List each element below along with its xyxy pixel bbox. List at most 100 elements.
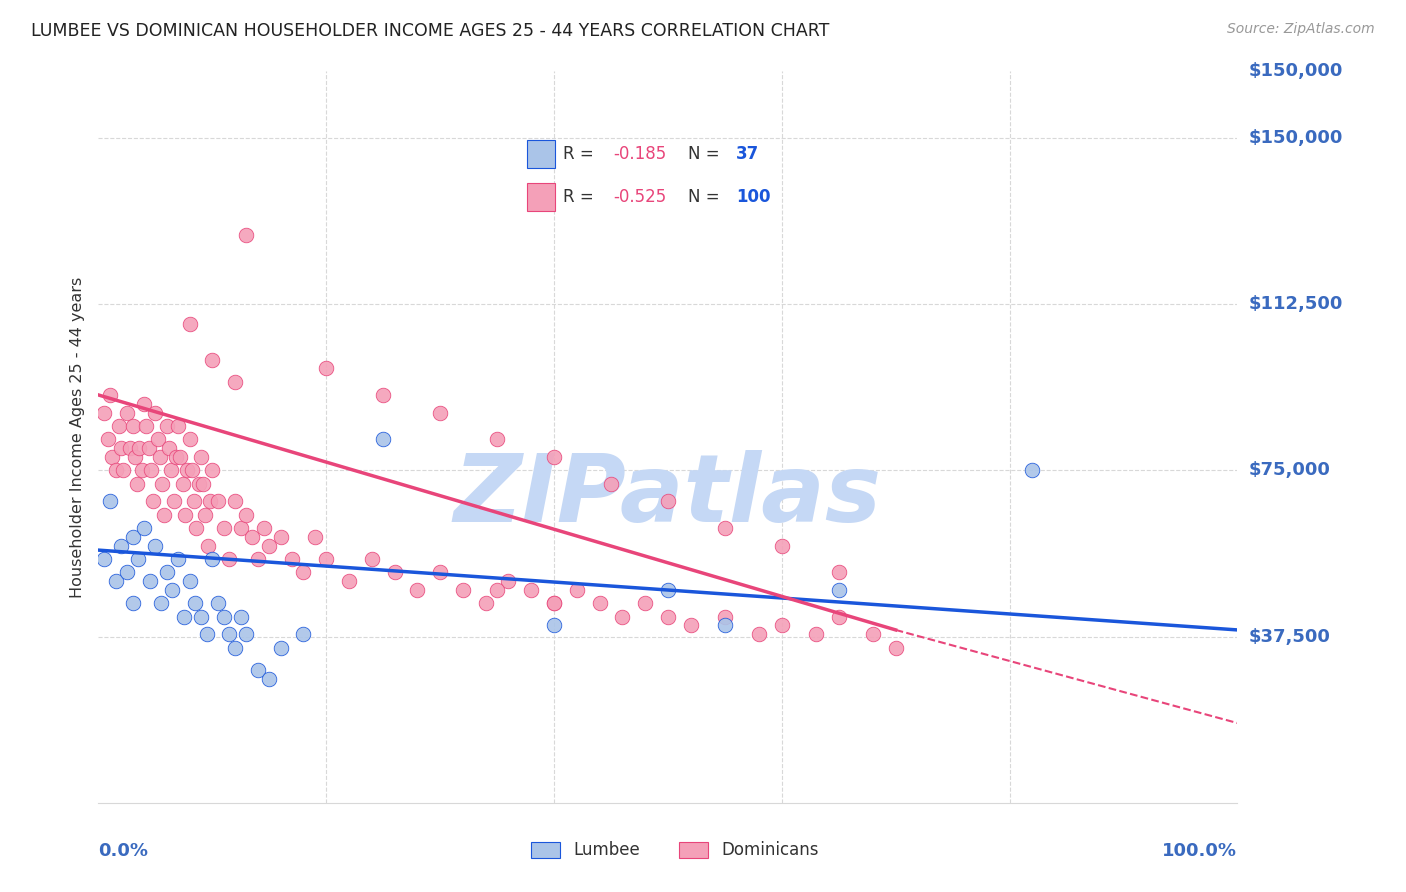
Text: 0.0%: 0.0% <box>98 842 149 860</box>
Point <box>657 582 679 597</box>
Point <box>770 539 793 553</box>
Point <box>198 494 221 508</box>
Point <box>194 508 217 522</box>
Point <box>167 552 190 566</box>
Point <box>112 463 135 477</box>
Point <box>1021 463 1043 477</box>
Point <box>179 432 201 446</box>
Point <box>96 432 118 446</box>
Point <box>183 494 205 508</box>
Text: N =: N = <box>689 145 725 162</box>
Point <box>101 450 124 464</box>
Point <box>124 450 146 464</box>
Point <box>486 582 509 597</box>
Text: Source: ZipAtlas.com: Source: ZipAtlas.com <box>1227 22 1375 37</box>
Point <box>292 627 315 641</box>
Point <box>224 375 246 389</box>
FancyBboxPatch shape <box>531 841 560 858</box>
Point <box>714 521 737 535</box>
Point <box>657 609 679 624</box>
Point <box>197 539 219 553</box>
Point <box>235 508 257 522</box>
Point <box>187 476 209 491</box>
Point <box>634 596 657 610</box>
Point <box>172 476 194 491</box>
Text: $37,500: $37,500 <box>1249 628 1330 646</box>
Point <box>195 627 218 641</box>
Point <box>121 419 143 434</box>
Point <box>486 432 509 446</box>
Point <box>543 596 565 610</box>
Point <box>190 609 212 624</box>
Point <box>173 609 195 624</box>
Point <box>543 596 565 610</box>
Point <box>259 539 281 553</box>
Point <box>212 609 235 624</box>
Point <box>862 627 884 641</box>
Point <box>127 552 149 566</box>
Point <box>218 627 240 641</box>
Point <box>179 574 201 589</box>
Point <box>304 530 326 544</box>
Text: 100: 100 <box>735 188 770 206</box>
Point <box>246 552 269 566</box>
Point <box>162 494 184 508</box>
Point <box>224 494 246 508</box>
Point <box>474 596 496 610</box>
Point <box>224 640 246 655</box>
Point <box>115 406 138 420</box>
Point <box>176 463 198 477</box>
Point <box>565 582 588 597</box>
Point <box>98 494 121 508</box>
Text: -0.525: -0.525 <box>613 188 666 206</box>
Point <box>167 419 190 434</box>
Point <box>132 521 155 535</box>
Point <box>110 539 132 553</box>
Point <box>180 463 202 477</box>
Point <box>498 574 520 589</box>
Point <box>121 596 143 610</box>
Point <box>543 618 565 632</box>
Point <box>201 552 224 566</box>
Point <box>132 397 155 411</box>
Point <box>315 552 337 566</box>
Point <box>657 494 679 508</box>
Point <box>98 388 121 402</box>
Point <box>292 566 315 580</box>
Point <box>612 609 634 624</box>
Point <box>150 596 173 610</box>
Point <box>142 494 165 508</box>
Point <box>337 574 360 589</box>
Text: Dominicans: Dominicans <box>721 840 818 859</box>
Point <box>186 521 208 535</box>
Text: $150,000: $150,000 <box>1249 62 1343 80</box>
Point <box>212 521 235 535</box>
Point <box>128 441 150 455</box>
Point <box>679 618 702 632</box>
Text: LUMBEE VS DOMINICAN HOUSEHOLDER INCOME AGES 25 - 44 YEARS CORRELATION CHART: LUMBEE VS DOMINICAN HOUSEHOLDER INCOME A… <box>31 22 830 40</box>
Point <box>315 361 337 376</box>
Text: R =: R = <box>564 145 599 162</box>
Point <box>115 566 138 580</box>
Point <box>127 476 149 491</box>
Point <box>235 228 257 243</box>
Point <box>201 463 224 477</box>
Point <box>104 574 127 589</box>
Point <box>157 441 180 455</box>
Point <box>240 530 263 544</box>
Point <box>145 539 167 553</box>
Text: 100.0%: 100.0% <box>1163 842 1237 860</box>
Point <box>384 566 406 580</box>
Point <box>108 419 131 434</box>
FancyBboxPatch shape <box>527 140 555 168</box>
Point <box>174 508 197 522</box>
Point <box>259 672 281 686</box>
Point <box>235 627 257 641</box>
Point <box>104 463 127 477</box>
Point <box>770 618 793 632</box>
FancyBboxPatch shape <box>527 183 555 211</box>
Point <box>600 476 623 491</box>
Point <box>884 640 907 655</box>
Point <box>270 640 292 655</box>
Point <box>360 552 382 566</box>
